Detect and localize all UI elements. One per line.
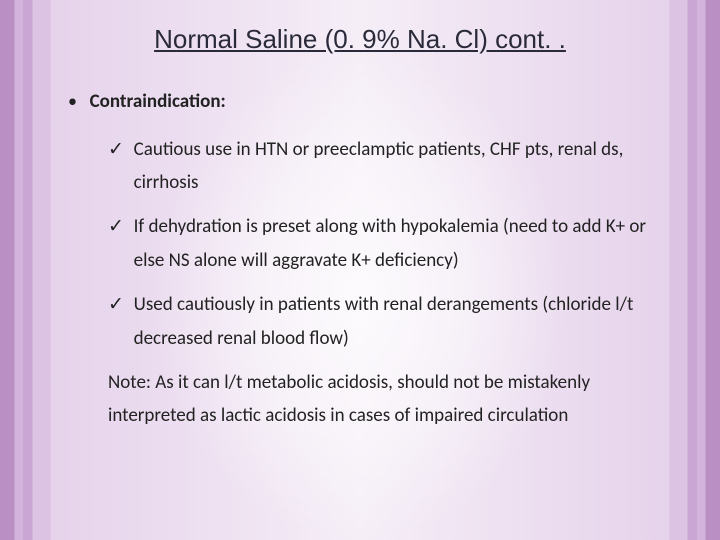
heading-contraindication: • Contraindication: [68,89,660,115]
bullet-dot-icon: • [68,89,86,113]
list-item: ✓ Cautious use in HTN or preeclamptic pa… [108,133,660,201]
slide-title: Normal Saline (0. 9% Na. Cl) cont. . [60,24,660,55]
heading-text: Contraindication: [90,89,660,115]
list-item-text: Used cautiously in patients with renal d… [134,288,660,356]
checkmark-icon: ✓ [108,210,130,244]
list-item: ✓ Used cautiously in patients with renal… [108,288,660,356]
list-item-text: If dehydration is preset along with hypo… [134,210,660,278]
slide: Normal Saline (0. 9% Na. Cl) cont. . • C… [0,0,720,540]
list-item: ✓ If dehydration is preset along with hy… [108,210,660,278]
note-text: Note: As it can l/t metabolic acidosis, … [108,366,660,434]
list-item-text: Cautious use in HTN or preeclamptic pati… [134,133,660,201]
checkmark-icon: ✓ [108,288,130,322]
checkmark-icon: ✓ [108,133,130,167]
